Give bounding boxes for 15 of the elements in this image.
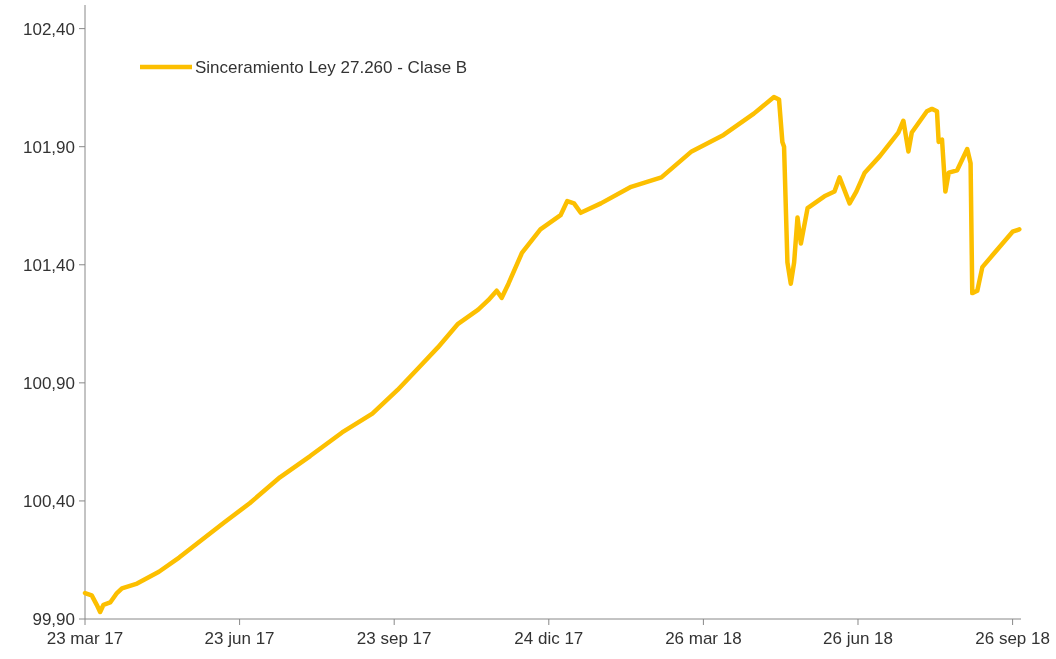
x-tick-label: 23 jun 17: [204, 629, 275, 648]
x-tick-label: 23 sep 17: [356, 629, 432, 648]
y-tick-label: 101,40: [23, 255, 75, 275]
x-tick-label: 23 mar 17: [46, 629, 124, 648]
y-tick-label: 102,40: [23, 19, 75, 39]
y-tick-label: 101,90: [23, 137, 75, 157]
x-tick-label: 26 jun 18: [823, 629, 893, 648]
y-tick-label: 100,40: [23, 491, 75, 511]
y-tick-label: 100,90: [23, 373, 75, 393]
line-series: [82, 94, 1022, 615]
x-tick-label: 24 dic 17: [514, 629, 584, 648]
x-tick-label: 26 sep 18: [975, 629, 1050, 648]
y-tick-label: 99,90: [32, 609, 75, 629]
legend-label: Sinceramiento Ley 27.260 - Clase B: [195, 57, 468, 77]
x-tick-label: 26 mar 18: [665, 629, 742, 648]
